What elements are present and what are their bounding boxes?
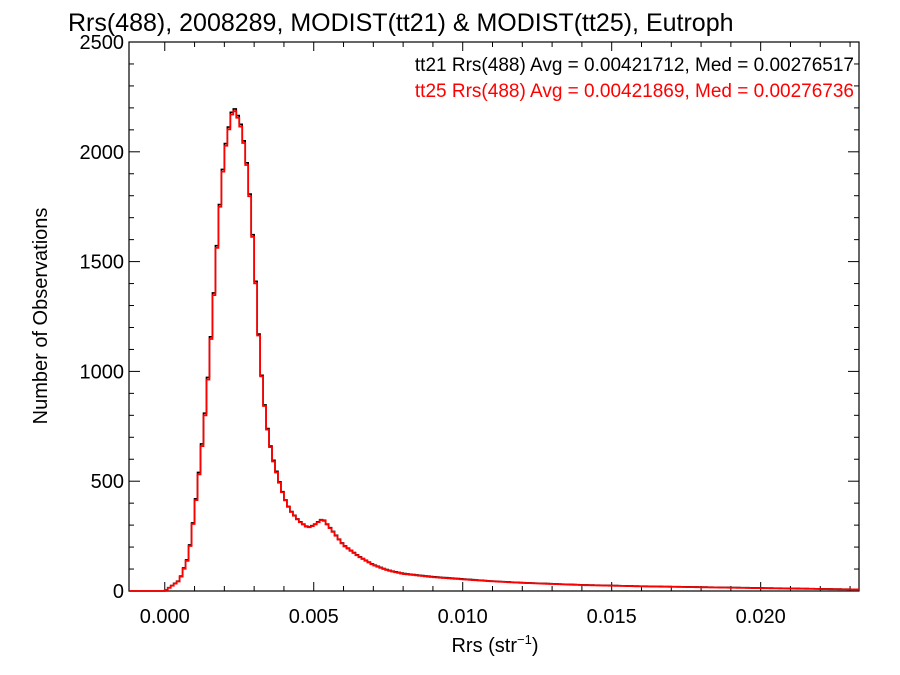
y-tick-label: 2000 (80, 142, 125, 164)
x-tick-label: 0.015 (587, 606, 637, 628)
x-tick-label: 0.010 (438, 606, 488, 628)
x-axis-label-base: Rrs (str (451, 635, 517, 657)
x-axis-label: Rrs (str−1) (451, 632, 538, 657)
series-line-tt21 (129, 108, 859, 592)
y-tick-label: 1000 (80, 361, 125, 383)
x-tick-label: 0.005 (289, 606, 339, 628)
chart-title: Rrs(488), 2008289, MODIST(tt21) & MODIST… (68, 9, 734, 37)
y-tick-label: 0 (113, 581, 124, 603)
x-axis-label-close: ) (532, 635, 539, 657)
y-tick-label: 1500 (80, 252, 125, 274)
series-layer (129, 108, 859, 592)
legend-entry-tt21: tt21 Rrs(488) Avg = 0.00421712, Med = 0.… (415, 55, 854, 76)
y-axis-label: Number of Observations (30, 208, 52, 425)
x-axis: 0.000 0.005 0.010 0.015 0.020 (140, 42, 851, 628)
x-axis-label-superscript: −1 (517, 632, 532, 647)
x-tick-label: 0.000 (140, 606, 190, 628)
series-line-tt25 (129, 110, 859, 592)
y-tick-label: 500 (91, 471, 124, 493)
x-tick-label: 0.020 (736, 606, 786, 628)
plot-frame (128, 41, 860, 592)
y-tick-label: 2500 (80, 32, 125, 54)
legend-entry-tt25: tt25 Rrs(488) Avg = 0.00421869, Med = 0.… (415, 81, 854, 102)
y-axis: 0 500 1000 1500 2000 2500 (80, 32, 859, 603)
